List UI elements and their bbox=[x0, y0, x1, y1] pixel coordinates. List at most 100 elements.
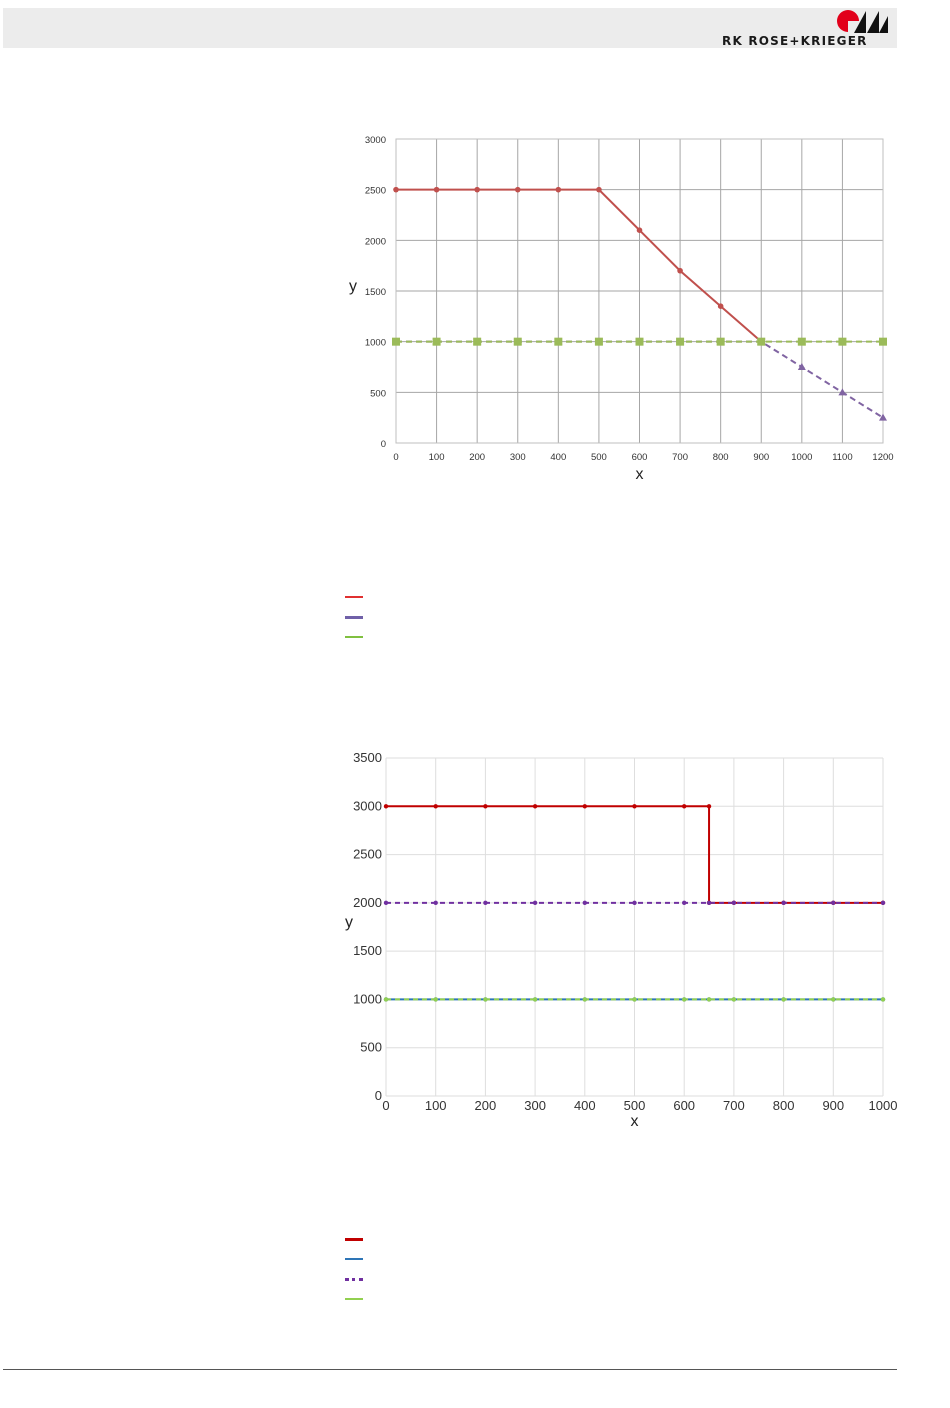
series-1-point bbox=[433, 186, 440, 193]
series-2-point bbox=[838, 388, 847, 396]
x-tick-label: 400 bbox=[550, 452, 566, 463]
x-tick-label: 500 bbox=[624, 1098, 646, 1113]
legend-swatch-1 bbox=[345, 596, 363, 598]
series-3-point bbox=[781, 900, 786, 906]
y-tick-label: 2500 bbox=[365, 186, 386, 197]
series-3-point bbox=[797, 337, 806, 346]
series-3-point bbox=[554, 337, 563, 346]
series-1-point bbox=[532, 804, 538, 809]
series-1-point bbox=[596, 186, 602, 193]
x-tick-label: 700 bbox=[723, 1098, 745, 1113]
series-3-point bbox=[432, 337, 441, 346]
x-tick-label: 700 bbox=[672, 452, 688, 463]
x-tick-label: 600 bbox=[673, 1098, 695, 1113]
series-1-point bbox=[717, 303, 724, 309]
x-tick-label: 1100 bbox=[832, 452, 852, 463]
x-tick-label: 1200 bbox=[872, 452, 893, 463]
series-3-point bbox=[532, 900, 538, 906]
series-3-point bbox=[838, 337, 847, 346]
x-tick-label: 100 bbox=[425, 1098, 447, 1113]
legend-2 bbox=[345, 1238, 365, 1314]
legend-swatch-3 bbox=[345, 636, 363, 638]
x-tick-label: 200 bbox=[469, 452, 485, 463]
series-4-point bbox=[682, 997, 687, 1002]
series-4-point bbox=[483, 997, 488, 1002]
footer-rule bbox=[3, 1369, 897, 1370]
series-1-point bbox=[706, 804, 712, 809]
x-tick-label: 200 bbox=[475, 1098, 497, 1113]
x-tick-label: 600 bbox=[632, 452, 648, 463]
series-4-point bbox=[632, 997, 637, 1002]
series-3-point bbox=[831, 900, 836, 906]
series-3-point bbox=[513, 337, 522, 346]
series-3-point bbox=[392, 337, 400, 346]
y-tick-label: 500 bbox=[360, 1040, 382, 1055]
series-1-point bbox=[682, 804, 687, 809]
chart-2: 0 100 200 300 400 500 600 700 800 900 1000 0 500 1000… bbox=[345, 750, 897, 1130]
header-band bbox=[3, 8, 897, 48]
y-tick-label: 1500 bbox=[353, 943, 382, 958]
y-tick-label: 3000 bbox=[365, 135, 386, 146]
series-1-point bbox=[582, 804, 587, 809]
legend-swatch-1 bbox=[345, 1238, 363, 1241]
series-4-point bbox=[731, 997, 737, 1002]
series-1-point bbox=[677, 267, 683, 274]
series-3-point bbox=[635, 337, 644, 346]
series-2-point bbox=[879, 413, 887, 421]
y-tick-label: 0 bbox=[375, 1088, 382, 1103]
series-3-point bbox=[879, 337, 887, 346]
x-tick-label: 0 bbox=[382, 1098, 389, 1113]
y-tick-label: 1000 bbox=[353, 991, 382, 1006]
series-4-point bbox=[532, 997, 538, 1002]
y-tick-label: 2000 bbox=[365, 236, 386, 247]
x-tick-label: 0 bbox=[393, 452, 398, 463]
rk-logo-icon bbox=[837, 10, 888, 33]
y-tick-label: 3000 bbox=[353, 798, 382, 813]
series-4-point bbox=[582, 997, 587, 1002]
x-axis-label: x bbox=[631, 1113, 639, 1130]
series-3-point bbox=[383, 900, 389, 906]
series-1-point bbox=[555, 186, 562, 193]
series-4-point bbox=[831, 997, 836, 1002]
series-3-point bbox=[473, 337, 482, 346]
brand-text: RK ROSE+KRIEGER bbox=[722, 34, 868, 48]
y-tick-label: 1000 bbox=[365, 338, 386, 349]
series-1-point bbox=[514, 186, 521, 193]
y-tick-label: 3500 bbox=[353, 750, 382, 765]
y-tick-label: 2000 bbox=[353, 895, 382, 910]
series-1-point bbox=[483, 804, 488, 809]
legend-swatch-2 bbox=[345, 1258, 363, 1260]
series-3-point bbox=[594, 337, 603, 346]
x-tick-label: 800 bbox=[773, 1098, 795, 1113]
series-3-point bbox=[682, 900, 687, 906]
series-4-point bbox=[880, 997, 886, 1002]
plot-frame bbox=[395, 138, 884, 444]
y-tick-label: 0 bbox=[381, 439, 386, 450]
series-3-point bbox=[483, 900, 488, 906]
y-tick-label: 1500 bbox=[365, 287, 386, 298]
y-tick-label: 500 bbox=[370, 388, 386, 399]
series-2-point bbox=[797, 363, 806, 370]
x-tick-label: 300 bbox=[510, 452, 526, 463]
series-1-point bbox=[393, 186, 399, 193]
legend-swatch-4 bbox=[345, 1298, 363, 1300]
series-3-point bbox=[433, 900, 438, 906]
x-tick-label: 900 bbox=[753, 452, 769, 463]
x-axis-label: x bbox=[636, 466, 644, 483]
series-line-1 bbox=[396, 188, 762, 343]
legend-swatch-3 bbox=[345, 1278, 363, 1281]
series-3-point bbox=[582, 900, 587, 906]
x-tick-label: 300 bbox=[524, 1098, 546, 1113]
series-3-point bbox=[880, 900, 886, 906]
x-tick-label: 100 bbox=[429, 452, 445, 463]
series-3-point bbox=[676, 337, 685, 346]
series-1-point bbox=[433, 804, 438, 809]
x-tick-label: 800 bbox=[713, 452, 729, 463]
y-tick-label: 2500 bbox=[353, 847, 382, 862]
x-tick-label: 900 bbox=[822, 1098, 844, 1113]
series-1-point bbox=[636, 227, 643, 233]
series-1-point bbox=[383, 804, 389, 809]
x-tick-label: 500 bbox=[591, 452, 607, 463]
series-3-point bbox=[632, 900, 637, 906]
series-3-point bbox=[706, 900, 712, 906]
